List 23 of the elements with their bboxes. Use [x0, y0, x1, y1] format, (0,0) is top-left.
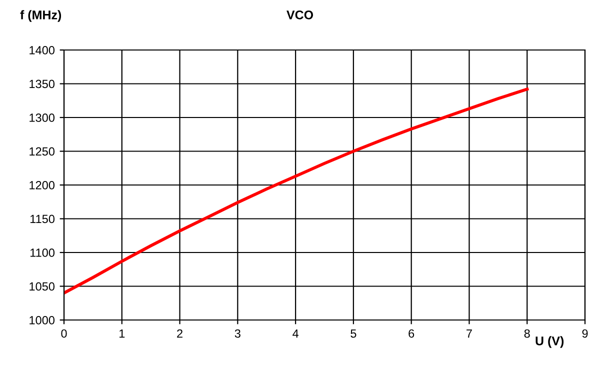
y-tick-label: 1000: [30, 316, 55, 324]
y-tick-label: 1100: [30, 248, 55, 257]
x-tick-label: 3: [234, 329, 240, 338]
line-series: [64, 88, 529, 295]
x-tick-label: 8: [524, 329, 530, 338]
x-tick-label: 2: [177, 329, 182, 338]
y-tick-label: 1200: [30, 181, 55, 190]
y-axis-title: f (MHz): [20, 10, 62, 22]
y-tick-label: 1400: [30, 46, 55, 54]
chart-title: VCO: [286, 10, 314, 20]
y-tick-label: 1250: [30, 147, 55, 156]
y-tick-label: 1050: [30, 282, 55, 291]
x-tick-label: 7: [466, 329, 472, 338]
x-tick-label: 0: [61, 329, 67, 338]
x-tick-label: 6: [408, 329, 414, 338]
x-tick-label: 9: [582, 329, 588, 338]
y-tick-label: 1300: [30, 114, 55, 122]
x-tick-label: 5: [350, 329, 356, 338]
y-tick-label: 1350: [30, 80, 55, 88]
x-tick-label: 1: [120, 329, 125, 338]
x-tick-label: 4: [292, 329, 298, 338]
y-tick-label: 1150: [30, 214, 55, 224]
x-axis-title: U (V): [536, 336, 564, 348]
